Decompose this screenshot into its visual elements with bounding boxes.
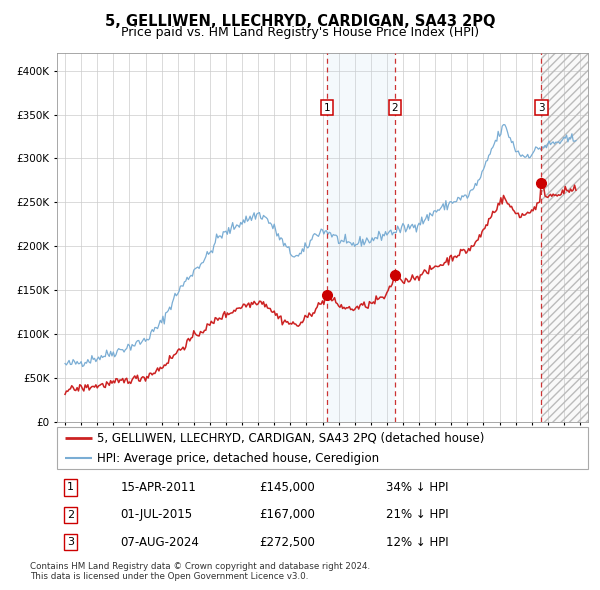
Text: 1: 1 (324, 103, 331, 113)
Text: Price paid vs. HM Land Registry's House Price Index (HPI): Price paid vs. HM Land Registry's House … (121, 26, 479, 39)
Bar (541, 53, 588, 422)
Text: 3: 3 (538, 103, 545, 113)
Bar (327, 53, 395, 422)
Bar (541, 53, 588, 422)
Text: 5, GELLIWEN, LLECHRYD, CARDIGAN, SA43 2PQ (detached house): 5, GELLIWEN, LLECHRYD, CARDIGAN, SA43 2P… (97, 431, 484, 444)
Text: 2: 2 (67, 510, 74, 520)
Text: 07-AUG-2024: 07-AUG-2024 (121, 536, 200, 549)
Text: 2: 2 (392, 103, 398, 113)
FancyBboxPatch shape (57, 427, 588, 469)
Text: 01-JUL-2015: 01-JUL-2015 (121, 508, 193, 522)
Text: 15-APR-2011: 15-APR-2011 (121, 481, 197, 494)
Text: £167,000: £167,000 (259, 508, 314, 522)
Text: 34% ↓ HPI: 34% ↓ HPI (386, 481, 449, 494)
Text: HPI: Average price, detached house, Ceredigion: HPI: Average price, detached house, Cere… (97, 452, 379, 465)
Text: 12% ↓ HPI: 12% ↓ HPI (386, 536, 449, 549)
Text: Contains HM Land Registry data © Crown copyright and database right 2024.
This d: Contains HM Land Registry data © Crown c… (30, 562, 370, 581)
Text: 3: 3 (67, 537, 74, 547)
Text: 5, GELLIWEN, LLECHRYD, CARDIGAN, SA43 2PQ: 5, GELLIWEN, LLECHRYD, CARDIGAN, SA43 2P… (105, 14, 495, 29)
Text: £145,000: £145,000 (259, 481, 314, 494)
Text: 21% ↓ HPI: 21% ↓ HPI (386, 508, 449, 522)
Text: £272,500: £272,500 (259, 536, 314, 549)
Text: 1: 1 (67, 483, 74, 493)
